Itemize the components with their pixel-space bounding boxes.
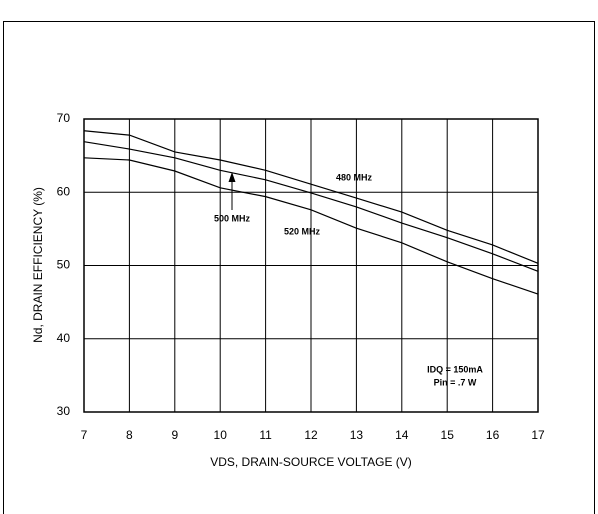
y-tick-label: 40 (57, 331, 71, 345)
y-tick-label: 70 (57, 111, 71, 125)
x-tick-label: 9 (171, 428, 178, 442)
x-tick-label: 8 (126, 428, 133, 442)
y-tick-label: 50 (57, 258, 71, 272)
x-tick-label: 10 (214, 428, 228, 442)
x-tick-label: 13 (350, 428, 364, 442)
series-label: 480 MHz (336, 172, 373, 182)
data-line (83, 157, 539, 295)
y-tick-label: 30 (57, 404, 71, 418)
plot-border (83, 118, 539, 413)
frame (3, 21, 595, 514)
x-tick-label: 15 (441, 428, 455, 442)
x-tick-label: 17 (531, 428, 545, 442)
x-tick-label: 12 (304, 428, 318, 442)
y-tick-label: 60 (57, 184, 71, 198)
annotation: Pin = .7 W (434, 377, 477, 387)
arrow-head (228, 172, 236, 182)
data-line (83, 141, 539, 272)
series-label: 500 MHz (214, 213, 251, 223)
x-tick-label: 14 (395, 428, 409, 442)
x-axis-label: VDS, DRAIN-SOURCE VOLTAGE (V) (210, 455, 412, 469)
x-tick-label: 16 (486, 428, 500, 442)
y-axis-label: Nd, DRAIN EFFICIENCY (%) (31, 187, 45, 343)
x-tick-label: 7 (81, 428, 88, 442)
data-line (83, 130, 539, 264)
x-tick-label: 11 (259, 428, 272, 442)
series-label: 520 MHz (284, 226, 321, 236)
annotation: IDQ = 150mA (427, 364, 483, 374)
